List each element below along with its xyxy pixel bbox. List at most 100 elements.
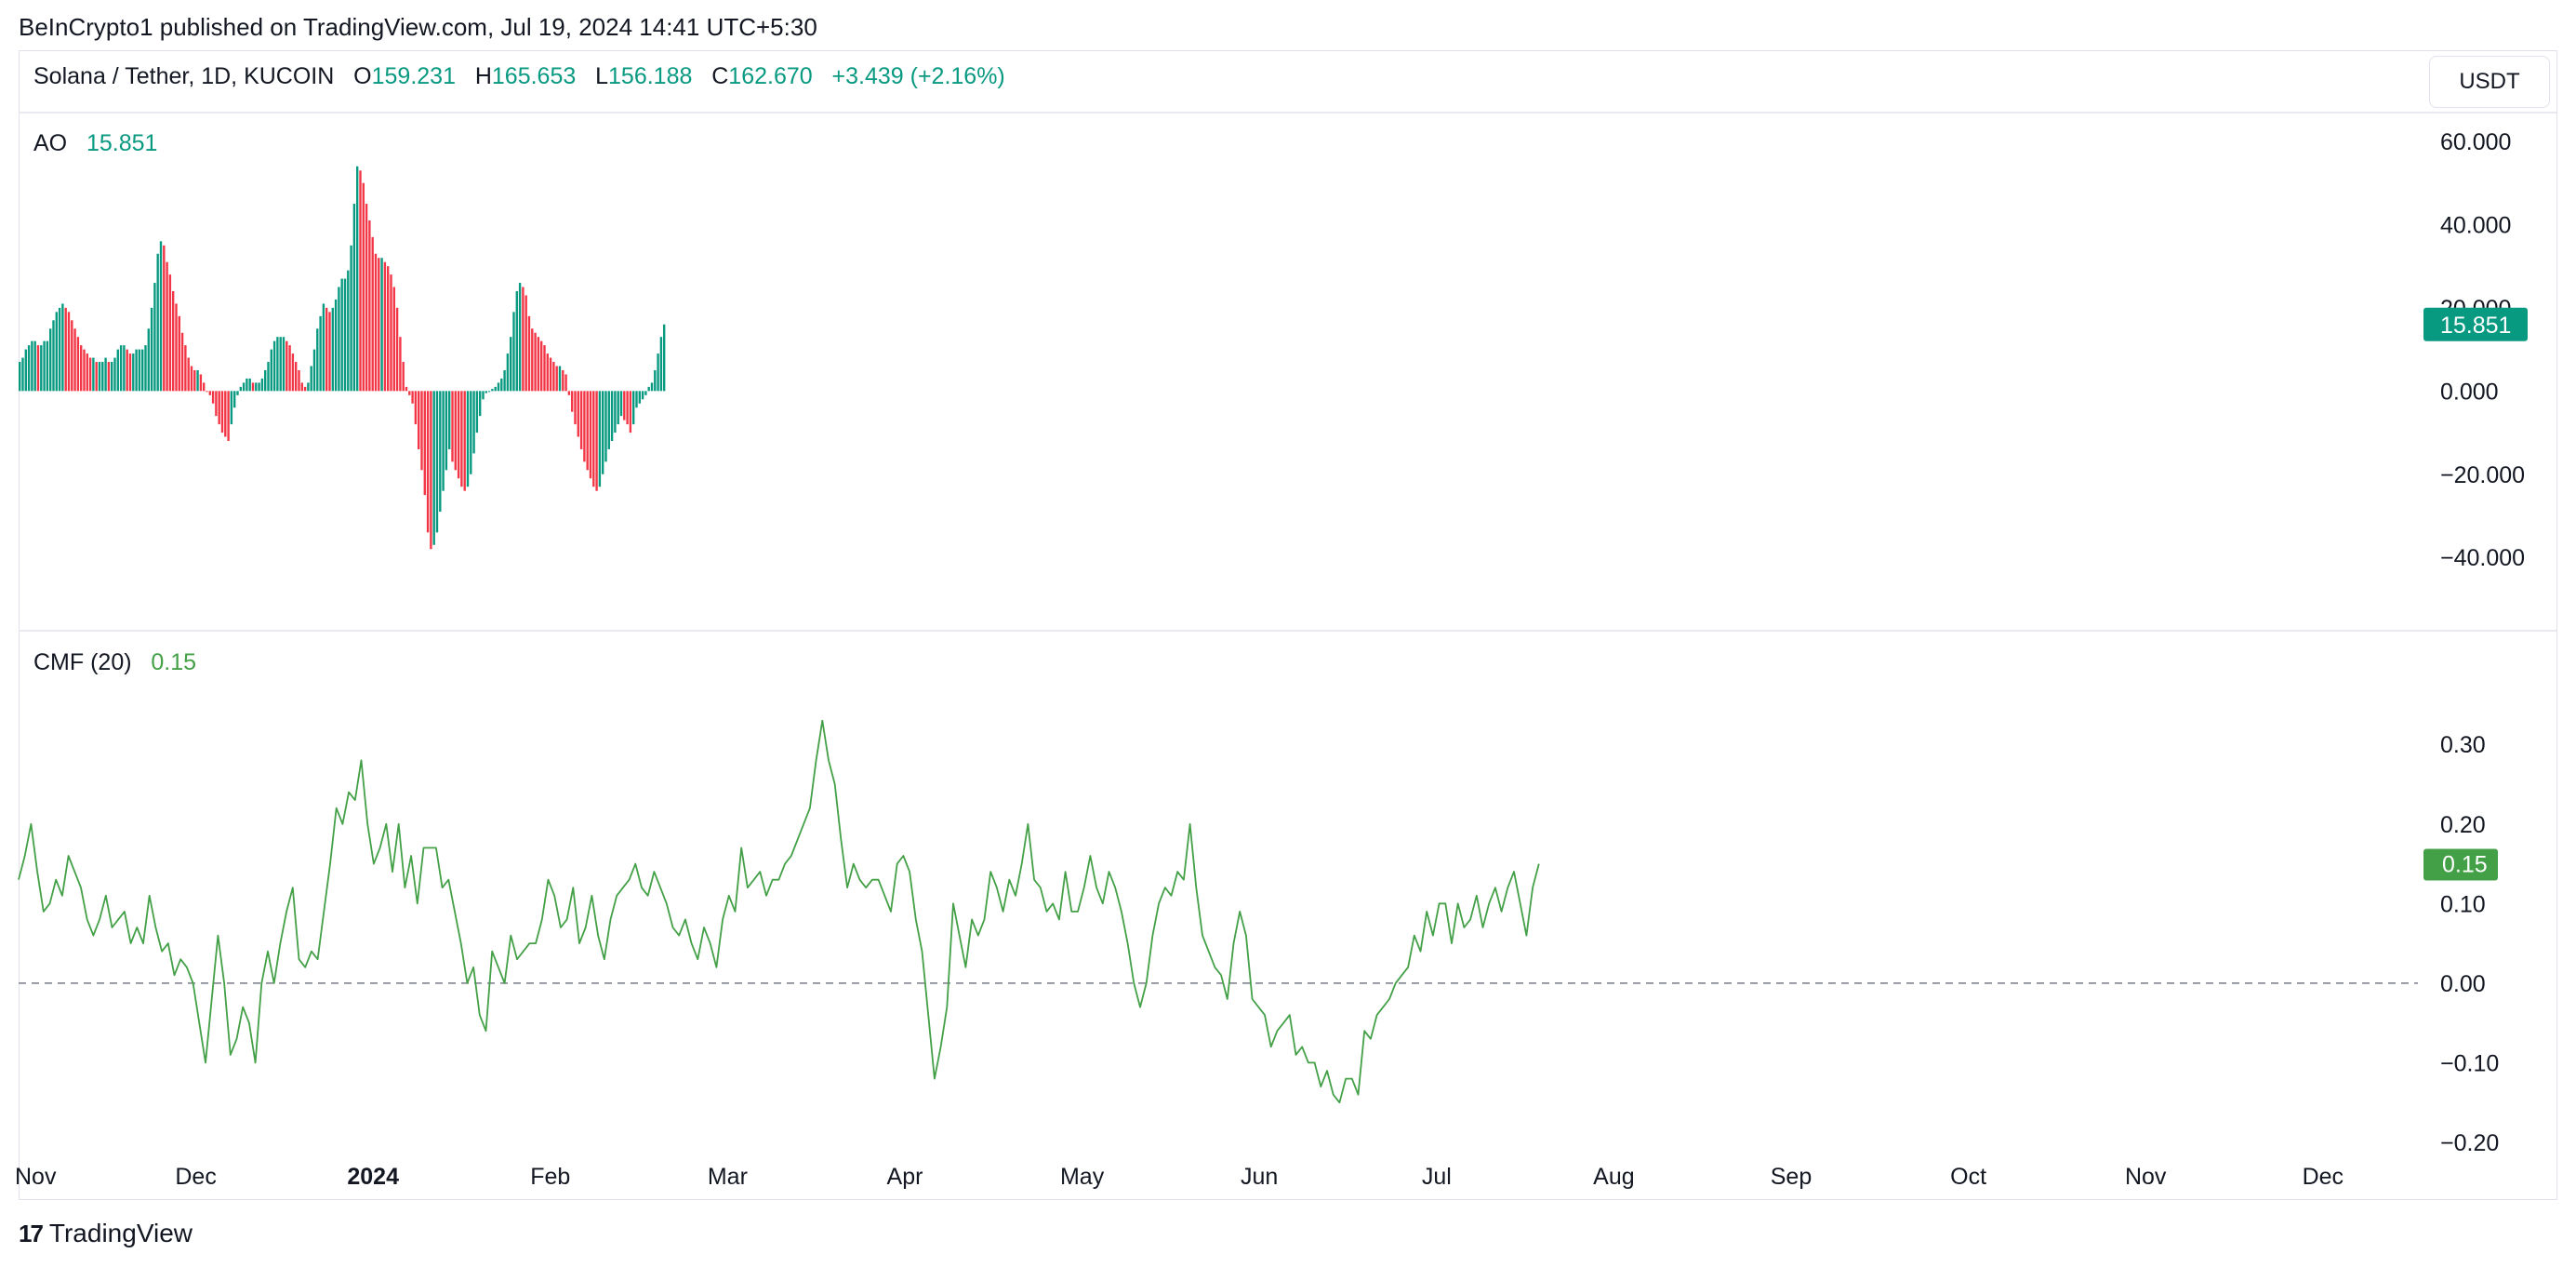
ao-bar [104, 358, 106, 392]
ao-bar [611, 391, 613, 441]
ao-bar [356, 167, 358, 392]
ao-bar [19, 362, 20, 391]
ao-bar [148, 328, 150, 391]
ao-bar [363, 183, 365, 392]
ao-bar [166, 262, 167, 392]
x-axis-label: Mar [708, 1164, 748, 1190]
ao-bar [368, 220, 370, 391]
ao-bar [227, 391, 229, 441]
ao-bar [77, 337, 79, 391]
ao-bar [359, 170, 361, 391]
ao-y-tick: 0.000 [2440, 379, 2499, 405]
ao-bar [464, 391, 466, 490]
ao-bar [458, 391, 459, 478]
ao-bar [485, 391, 487, 393]
ao-bar [221, 391, 223, 433]
ao-y-tick: −40.000 [2440, 545, 2525, 571]
ao-bar [240, 387, 242, 391]
ao-bar [564, 374, 566, 391]
ao-bar [448, 391, 450, 449]
ao-bar [181, 333, 183, 392]
ao-bar [415, 391, 417, 424]
x-axis-label: Aug [1593, 1164, 1634, 1190]
ao-bar [144, 345, 146, 391]
ao-bar [338, 287, 339, 392]
ao-bar [408, 391, 410, 394]
ao-bar [587, 391, 589, 470]
ao-bar [455, 391, 457, 470]
ao-bar [347, 271, 349, 392]
ao-bar [626, 391, 628, 424]
ao-bar [65, 308, 67, 391]
ao-bar [550, 358, 551, 392]
ao-bar [219, 391, 220, 424]
ao-bar [249, 379, 251, 391]
ao-bar [617, 391, 619, 424]
ao-bar [319, 316, 321, 392]
ao-bar [224, 391, 226, 436]
ao-bar [123, 345, 125, 391]
ao-bar [243, 382, 245, 391]
ao-bar [332, 308, 334, 391]
ao-bar [252, 382, 254, 391]
ao-bar [424, 391, 426, 495]
cmf-y-tick: 0.10 [2440, 891, 2486, 917]
ao-bar [420, 391, 422, 470]
ao-bar [341, 279, 343, 392]
ao-bar [99, 362, 100, 391]
ao-bar [540, 341, 542, 392]
ao-bar [40, 345, 42, 391]
ao-bar [212, 391, 214, 403]
ao-bar [80, 345, 82, 391]
cmf-y-tick: 0.00 [2440, 971, 2486, 997]
ao-bar [488, 391, 490, 392]
ao-bar [206, 391, 207, 392]
ao-bar [642, 391, 644, 399]
ao-bar [538, 337, 539, 391]
ao-bar [580, 391, 582, 449]
ao-bar [43, 341, 45, 392]
ao-bar [543, 345, 545, 391]
ao-bar [430, 391, 432, 549]
ao-bar [89, 358, 91, 392]
ao-bar [608, 391, 610, 449]
ao-bar [49, 328, 51, 391]
x-axis-label: Dec [175, 1164, 216, 1190]
ao-bar [71, 320, 73, 391]
ao-bar [129, 353, 131, 391]
ao-bar [583, 391, 585, 461]
ao-bar [663, 325, 665, 392]
ao-bar [313, 350, 315, 392]
x-axis-label: 2024 [347, 1164, 399, 1190]
ao-bar [384, 262, 386, 392]
x-axis-label: Nov [2125, 1164, 2167, 1190]
ao-bar [510, 337, 511, 391]
ao-bar [160, 241, 162, 391]
ao-bar [522, 287, 524, 392]
ao-bar [215, 391, 217, 416]
ao-y-tick: −20.000 [2440, 462, 2525, 488]
tradingview-logo[interactable]: 17 TradingView [19, 1219, 193, 1248]
ao-bar [393, 287, 395, 392]
ao-bar [470, 391, 471, 473]
ao-bar [151, 308, 153, 391]
ao-bar [335, 300, 337, 391]
ao-bar [635, 391, 637, 407]
ao-bar [639, 391, 641, 403]
ao-bar [188, 358, 190, 392]
ao-bar [34, 341, 36, 392]
ao-y-tick: 40.000 [2440, 212, 2511, 238]
ao-bar [418, 391, 419, 449]
chart-canvas[interactable]: 60.00040.00020.0000.000−20.000−40.00015.… [0, 0, 2576, 1267]
ao-bar [264, 370, 266, 391]
ao-bar [325, 308, 327, 391]
ao-bar [476, 391, 478, 433]
ao-bar [378, 258, 379, 391]
ao-bar [301, 382, 303, 391]
ao-bar [295, 362, 297, 391]
ao-bar [323, 303, 325, 391]
cmf-y-tick: 0.20 [2440, 812, 2486, 838]
ao-bar [261, 379, 263, 391]
ao-bar [592, 391, 594, 487]
ao-bar [403, 362, 405, 391]
